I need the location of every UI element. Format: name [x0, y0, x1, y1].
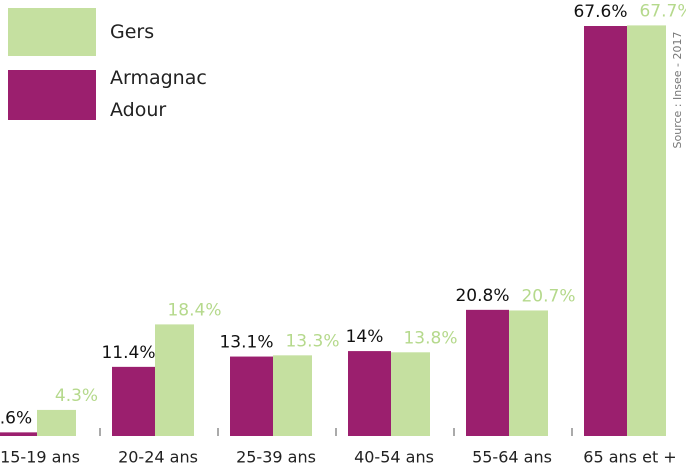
bar	[584, 26, 627, 436]
legend-label: Gers	[110, 21, 155, 43]
bar	[230, 356, 273, 436]
data-label: 67.7%	[639, 1, 686, 21]
bar	[509, 310, 548, 436]
x-tick-label: 20-24 ans	[118, 448, 198, 467]
source-note: Source : Insee - 2017	[671, 32, 684, 149]
bar	[0, 432, 37, 436]
bar	[348, 351, 391, 436]
x-tick-label: 55-64 ans	[472, 448, 552, 467]
x-tick-label: 25-39 ans	[236, 448, 316, 467]
data-label: 18.4%	[167, 300, 221, 320]
data-label: 0.6%	[0, 408, 32, 428]
data-label: 13.1%	[219, 333, 273, 353]
bar	[155, 324, 194, 436]
x-tick-label: 65 ans et +	[583, 448, 676, 467]
data-label: 4.3%	[55, 386, 98, 406]
legend-swatch	[8, 8, 96, 56]
x-tick-label: 40-54 ans	[354, 448, 434, 467]
bar	[627, 25, 666, 436]
bar	[391, 352, 430, 436]
data-label: 11.4%	[101, 343, 155, 363]
bar	[466, 309, 509, 436]
data-label: 20.8%	[455, 286, 509, 306]
bar	[273, 355, 312, 436]
legend-label: Armagnac Adour	[110, 67, 207, 121]
bar	[37, 409, 76, 436]
data-label: 13.3%	[285, 331, 339, 351]
data-label: 14%	[346, 327, 384, 347]
legend-swatch	[8, 70, 96, 120]
data-label: 20.7%	[521, 286, 575, 306]
bar	[112, 366, 155, 436]
x-tick-label: 15-19 ans	[0, 448, 80, 467]
data-label: 67.6%	[573, 2, 627, 22]
data-label: 13.8%	[403, 328, 457, 348]
